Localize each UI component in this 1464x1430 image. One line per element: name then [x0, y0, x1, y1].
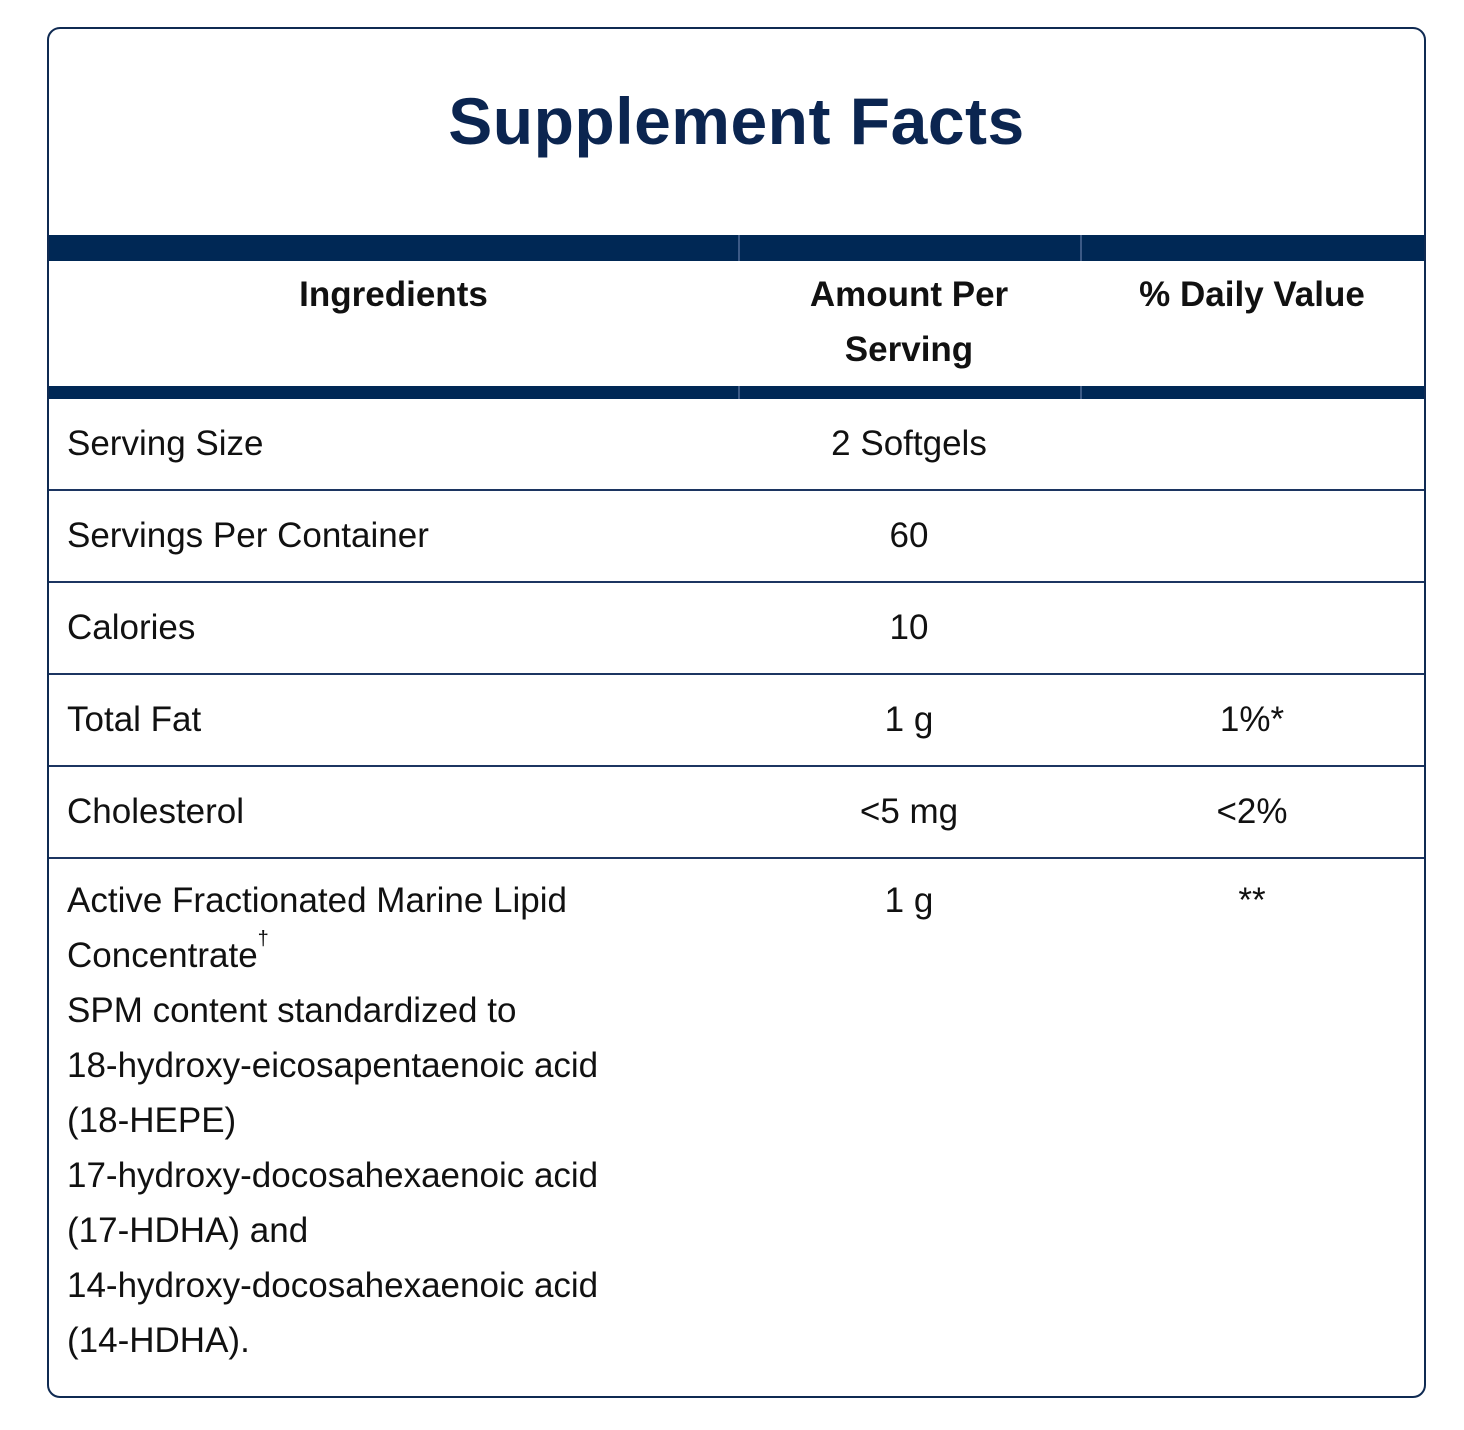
- table-row-marine-lipid-concentrate: Active Fractionated Marine Lipid Concent…: [49, 859, 1424, 1388]
- ingredient-line: Concentrate†: [67, 928, 738, 983]
- ingredient-line: (18-HEPE): [67, 1101, 237, 1140]
- amount-value: <5 mg: [859, 792, 959, 831]
- header-daily-value: % Daily Value: [1139, 275, 1365, 314]
- ingredient-line-text: Concentrate: [67, 936, 258, 975]
- rule-segment-ingredients: [49, 235, 738, 261]
- header-bottom-rule: [49, 386, 1424, 399]
- ingredient-description: Active Fractionated Marine Lipid Concent…: [49, 873, 738, 1368]
- rule-segment-dv: [1080, 386, 1424, 399]
- daily-value: **: [1238, 881, 1266, 920]
- daily-value: 1%*: [1219, 700, 1285, 739]
- label-title: Supplement Facts: [448, 83, 1025, 158]
- ingredient-line: Active Fractionated Marine Lipid: [67, 881, 567, 920]
- table-body: Serving Size 2 Softgels Servings Per Con…: [49, 399, 1424, 1388]
- supplement-facts-panel: Supplement Facts Ingredients Amount Per …: [47, 27, 1426, 1398]
- amount-value: 10: [889, 608, 929, 647]
- table-row-serving-size: Serving Size 2 Softgels: [49, 399, 1424, 491]
- rule-segment-amount: [738, 235, 1080, 261]
- header-amount-line-1: Amount Per: [809, 275, 1009, 314]
- ingredient-line: (14-HDHA).: [67, 1321, 250, 1360]
- rule-segment-dv: [1080, 235, 1424, 261]
- ingredient-name: Total Fat: [67, 700, 202, 739]
- ingredient-line: 14-hydroxy-docosahexaenoic acid: [67, 1266, 599, 1305]
- header-amount-line-2: Serving: [844, 330, 974, 369]
- amount-value: 60: [889, 516, 929, 555]
- ingredient-line: (17-HDHA) and: [67, 1211, 309, 1250]
- table-header: Ingredients Amount Per Serving % Daily V…: [49, 261, 1424, 386]
- amount-value: 1 g: [884, 881, 934, 920]
- ingredient-name: Servings Per Container: [67, 516, 429, 555]
- amount-value: 2 Softgels: [831, 424, 987, 463]
- rule-segment-ingredients: [49, 386, 738, 399]
- table-row-total-fat: Total Fat 1 g 1%*: [49, 675, 1424, 767]
- amount-value: 1 g: [884, 700, 934, 739]
- ingredient-line: 17-hydroxy-docosahexaenoic acid: [67, 1156, 599, 1195]
- header-amount-per-serving: Amount Per Serving: [738, 261, 1080, 386]
- rule-segment-amount: [738, 386, 1080, 399]
- ingredient-line: SPM content standardized to: [67, 991, 517, 1030]
- table-row-calories: Calories 10: [49, 583, 1424, 675]
- ingredient-name: Calories: [67, 608, 196, 647]
- table-row-cholesterol: Cholesterol <5 mg <2%: [49, 767, 1424, 859]
- ingredient-line: 18-hydroxy-eicosapentaenoic acid: [67, 1046, 599, 1085]
- header-ingredients: Ingredients: [299, 275, 488, 314]
- dagger-footnote-mark: †: [257, 928, 269, 950]
- daily-value: <2%: [1216, 792, 1288, 831]
- table-row-servings-per-container: Servings Per Container 60: [49, 491, 1424, 583]
- header-top-rule: [49, 235, 1424, 261]
- ingredient-name: Cholesterol: [67, 792, 245, 831]
- ingredient-name: Serving Size: [67, 424, 264, 463]
